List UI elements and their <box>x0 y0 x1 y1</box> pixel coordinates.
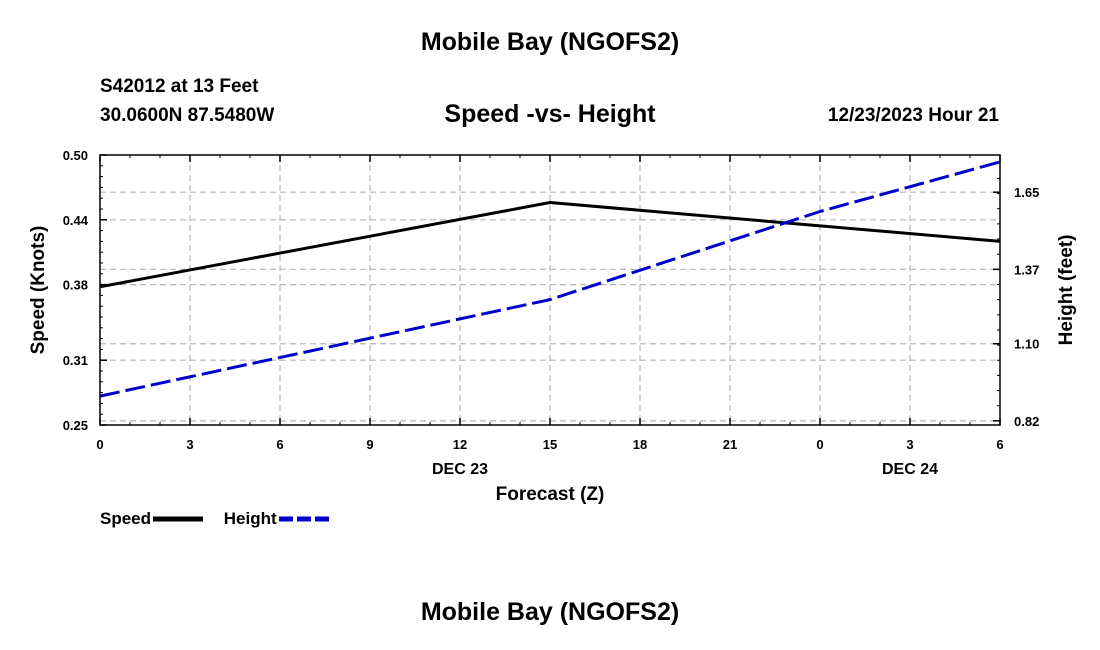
x-tick-label: 3 <box>906 437 913 452</box>
datetime-label: 12/23/2023 Hour 21 <box>827 105 999 126</box>
legend-label-height: Height <box>223 508 277 528</box>
x-tick-label: 0 <box>816 437 823 452</box>
legend-swatch-speed <box>153 516 204 522</box>
y-tick-label-left: 0.25 <box>63 418 88 433</box>
legend: Speed Height <box>100 508 331 529</box>
x-tick-label: 3 <box>186 437 193 452</box>
x-date-label: DEC 24 <box>882 461 938 478</box>
x-tick-label: 18 <box>633 437 647 452</box>
y-tick-label-left: 0.50 <box>63 148 88 163</box>
x-axis-title: Forecast (Z) <box>496 484 605 505</box>
legend-swatch-height <box>278 516 329 522</box>
x-date-label: DEC 23 <box>432 461 488 478</box>
x-tick-label: 0 <box>96 437 103 452</box>
x-tick-label: 9 <box>366 437 373 452</box>
series-line-height <box>99 160 1001 398</box>
x-tick-label: 6 <box>276 437 283 452</box>
ticks <box>99 154 1001 426</box>
x-tick-label: 21 <box>723 437 737 452</box>
x-tick-label: 6 <box>996 437 1003 452</box>
y-axis-title-left: Speed (Knots) <box>28 226 49 355</box>
y-axis-title-right: Height (feet) <box>1056 235 1077 346</box>
legend-label-speed: Speed <box>100 508 152 528</box>
x-tick-label: 15 <box>543 437 557 452</box>
page-title: Mobile Bay (NGOFS2) <box>420 28 680 56</box>
y-tick-label-left: 0.44 <box>63 213 89 228</box>
y-tick-label-right: 1.37 <box>1014 262 1039 277</box>
y-tick-label-right: 0.82 <box>1014 414 1039 429</box>
y-tick-label-right: 1.65 <box>1014 185 1039 200</box>
coordinates-label: 30.0600N 87.5480W <box>100 105 275 126</box>
y-tick-label-left: 0.38 <box>63 278 88 293</box>
grid <box>100 155 1000 425</box>
x-tick-label: 12 <box>453 437 467 452</box>
y-tick-label-left: 0.31 <box>63 353 88 368</box>
footer-title: Mobile Bay (NGOFS2) <box>420 598 680 626</box>
y-tick-label-right: 1.10 <box>1014 337 1039 352</box>
station-label: S42012 at 13 Feet <box>100 76 259 97</box>
tick-labels: 0 3 6 9 12 15 18 21 0 3 6 DEC 23 DEC 24 0.25 0.31 0.38 0… <box>63 148 1040 478</box>
chart-title: Speed -vs- Height <box>444 100 656 128</box>
